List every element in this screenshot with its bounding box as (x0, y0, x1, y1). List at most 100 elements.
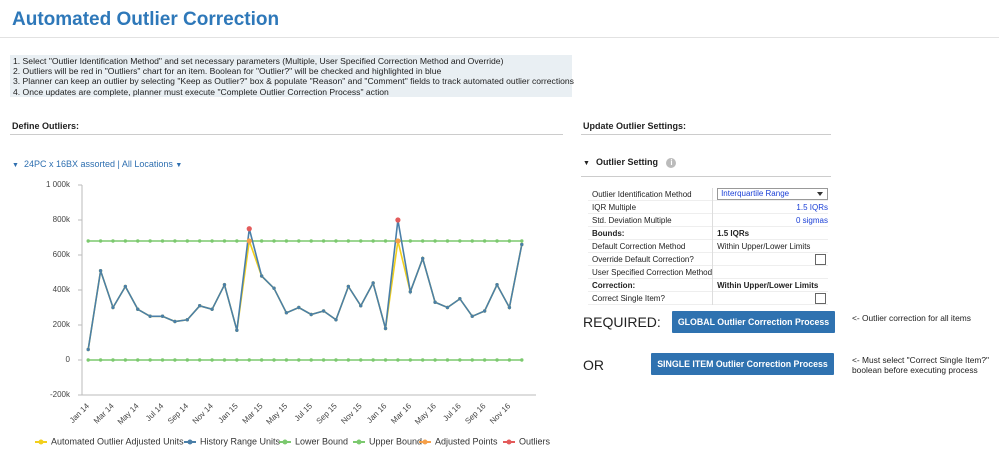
setting-label: Correct Single Item? (588, 291, 714, 305)
data-point (495, 358, 499, 362)
data-point (86, 358, 90, 362)
data-point (359, 304, 363, 308)
section-title: Outlier Setting (595, 157, 658, 167)
data-point (321, 239, 326, 243)
x-tick-label: Sep 14 (166, 401, 191, 426)
data-point (433, 239, 437, 243)
data-point (395, 238, 401, 244)
data-point (495, 239, 499, 243)
x-tick-label: Jul 15 (293, 401, 315, 423)
data-point (86, 347, 90, 352)
data-point (433, 358, 437, 362)
data-point (148, 239, 152, 243)
section-header[interactable]: ▼ Outlier Setting i (583, 157, 677, 168)
data-point (445, 305, 450, 310)
data-point (520, 358, 524, 362)
data-point (334, 318, 338, 322)
data-point (123, 358, 128, 362)
data-point (173, 319, 177, 324)
panel-title: Define Outliers: (12, 121, 80, 131)
y-tick-label: 800k (53, 215, 71, 224)
data-point (334, 358, 338, 362)
setting-value: Within Upper/Lower Limits (717, 280, 819, 290)
x-tick-label: Nov 15 (339, 401, 364, 426)
data-point (235, 239, 239, 243)
data-point (383, 326, 388, 331)
data-point (210, 239, 214, 243)
data-point (98, 239, 103, 243)
setting-value: Interquartile Range (713, 188, 828, 201)
global-note: <- Outlier correction for all items (852, 313, 971, 323)
global-button[interactable]: GLOBAL Outlier Correction Process (672, 311, 835, 333)
setting-label: Bounds: (588, 226, 714, 240)
data-point (470, 314, 474, 318)
data-point (408, 358, 413, 362)
data-point (396, 358, 400, 362)
setting-label: User Specified Correction Method (588, 265, 714, 279)
settings-row: Default Correction Method Within Upper/Lo… (588, 239, 828, 253)
checkbox[interactable] (815, 253, 827, 265)
settings-row: Correct Single Item? (588, 291, 828, 305)
instruction: 3. Planner can keep an outlier by select… (13, 76, 574, 87)
item-selector[interactable]: ▼ 24PC x 16BX assorted | All Locations ▼ (12, 159, 183, 169)
data-point (482, 309, 487, 313)
x-tick-label: Nov 14 (191, 401, 216, 426)
x-tick-label: Mar 16 (389, 401, 413, 425)
data-point (272, 239, 276, 243)
y-tick-label: 400k (53, 285, 71, 294)
data-point (420, 358, 425, 362)
legend-dot (506, 439, 512, 445)
settings-row: Override Default Correction? (588, 252, 828, 266)
legend-label: Adjusted Points (435, 436, 498, 446)
settings-row: Correction: Within Upper/Lower Limits (588, 278, 828, 292)
instruction: 2. Outliers will be red in "Outliers" ch… (13, 66, 442, 77)
data-point (482, 239, 487, 243)
data-point (420, 256, 425, 261)
data-point (197, 304, 202, 308)
data-point (197, 358, 202, 362)
data-point (246, 238, 252, 244)
single-button[interactable]: SINGLE ITEM Outlier Correction Process (651, 353, 834, 375)
section-rule (581, 176, 831, 177)
data-point (321, 309, 326, 313)
panel-rule (10, 134, 563, 135)
setting-label: Override Default Correction? (588, 252, 714, 266)
legend-label: Upper Bound (369, 436, 422, 446)
data-point (297, 358, 301, 362)
legend-dot (38, 439, 44, 445)
x-tick-label: Jul 16 (441, 401, 463, 423)
data-point (495, 283, 499, 287)
setting-label: Outlier Identification Method (588, 188, 714, 201)
data-point (383, 358, 388, 362)
legend-dot (187, 439, 193, 445)
data-point (235, 328, 239, 332)
checkbox[interactable] (815, 292, 827, 304)
series-line (87, 219, 523, 350)
instruction: 4. Once updates are complete, planner mu… (13, 86, 389, 97)
data-point (160, 314, 165, 318)
x-tick-label: Jan 16 (365, 401, 389, 425)
page-title: Automated Outlier Correction (12, 9, 280, 30)
instruction: 1. Select "Outlier Identification Method… (13, 56, 504, 66)
data-point (86, 239, 90, 243)
x-tick-label: Mar 15 (241, 401, 265, 425)
data-point (309, 312, 313, 317)
setting-label: Default Correction Method (588, 239, 714, 253)
data-point (297, 305, 301, 310)
x-tick-label: Jan 14 (68, 401, 92, 425)
data-point (259, 274, 264, 278)
legend-label: Outliers (519, 436, 551, 446)
y-tick-label: 600k (53, 250, 71, 259)
data-point (136, 239, 140, 243)
dropdown[interactable]: Interquartile Range (717, 188, 828, 200)
data-point (309, 239, 313, 243)
data-point (123, 284, 128, 289)
x-tick-label: May 15 (264, 401, 289, 426)
info-icon[interactable]: i (666, 158, 677, 168)
data-point (507, 358, 512, 362)
selector-text[interactable]: 24PC x 16BX assorted | All Locations (23, 159, 173, 169)
legend-label: Automated Outlier Adjusted Units (51, 436, 184, 446)
setting-value: 0 sigmas (795, 215, 828, 225)
legend-label: Lower Bound (295, 436, 348, 446)
data-point (297, 239, 301, 243)
